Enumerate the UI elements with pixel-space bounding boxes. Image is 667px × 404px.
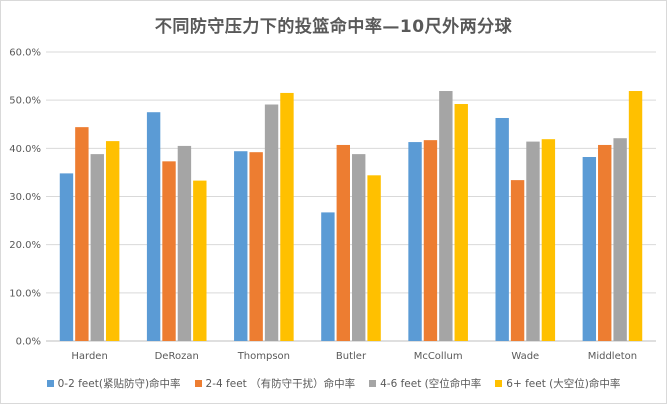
- y-tick-label: 50.0%: [9, 96, 41, 107]
- bar-thompson-series-4: [280, 92, 294, 341]
- bar-derozan-series-2: [162, 161, 176, 341]
- legend-item: 0-2 feet(紧贴防守)命中率: [46, 376, 181, 391]
- bar-derozan-series-1: [146, 112, 161, 341]
- bar-thompson-series-1: [234, 151, 248, 341]
- bar-wade-series-2: [510, 180, 525, 341]
- bar-middleton-series-4: [628, 91, 643, 341]
- legend-item: 4-6 feet (空位命中率: [369, 376, 481, 391]
- y-tick-label: 0.0%: [16, 337, 41, 348]
- legend-swatch: [369, 380, 377, 387]
- legend-label: 6+ feet (大空位)命中率: [506, 378, 621, 390]
- bar-harden-series-1: [59, 173, 74, 341]
- y-tick-label: 20.0%: [9, 240, 41, 251]
- bar-butler-series-4: [367, 175, 381, 341]
- y-tick-label: 40.0%: [9, 144, 41, 155]
- bar-derozan-series-4: [193, 180, 207, 341]
- bar-harden-series-2: [75, 127, 89, 341]
- bar-butler-series-2: [336, 144, 350, 341]
- bar-wade-series-3: [526, 141, 540, 341]
- bar-derozan-series-3: [177, 145, 192, 341]
- bar-butler-series-1: [321, 212, 335, 341]
- bar-harden-series-3: [90, 154, 104, 341]
- chart-title: 不同防守压力下的投篮命中率—10尺外两分球: [154, 17, 513, 37]
- bar-mccollum-series-2: [423, 140, 438, 341]
- legend-item: 6+ feet (大空位)命中率: [495, 376, 620, 391]
- legend-label: 4-6 feet (空位命中率: [380, 378, 482, 390]
- y-tick-label: 60.0%: [9, 48, 41, 59]
- bar-thompson-series-3: [264, 104, 279, 341]
- bar-mccollum-series-4: [454, 104, 468, 342]
- legend-item: 2-4 feet （有防守干扰）命中率: [194, 376, 356, 391]
- x-tick-label: Wade: [511, 351, 539, 362]
- bar-middleton-series-2: [598, 144, 612, 341]
- y-tick-label: 10.0%: [9, 288, 41, 299]
- legend-swatch: [495, 380, 503, 387]
- legend-swatch: [46, 380, 54, 387]
- bar-middleton-series-3: [613, 138, 627, 341]
- legend-label: 0-2 feet(紧贴防守)命中率: [57, 378, 181, 390]
- x-tick-label: DeRozan: [155, 351, 199, 362]
- bar-butler-series-3: [352, 154, 366, 341]
- legend-swatch: [194, 380, 202, 387]
- y-tick-label: 30.0%: [9, 192, 41, 203]
- x-tick-label: Middleton: [588, 351, 637, 362]
- bar-wade-series-4: [541, 139, 556, 341]
- chart-legend: 0-2 feet(紧贴防守)命中率 2-4 feet （有防守干扰）命中率 4-6 …: [0, 376, 667, 391]
- bar-harden-series-4: [105, 141, 120, 341]
- bar-middleton-series-1: [582, 157, 597, 341]
- bar-mccollum-series-1: [408, 142, 422, 341]
- x-tick-label: Thompson: [237, 351, 290, 362]
- bar-wade-series-1: [495, 117, 509, 341]
- x-tick-label: McCollum: [414, 351, 463, 362]
- bar-mccollum-series-3: [439, 91, 453, 341]
- bar-thompson-series-2: [249, 152, 263, 341]
- x-tick-label: Butler: [336, 351, 367, 362]
- legend-label: 2-4 feet （有防守干扰）命中率: [205, 378, 356, 390]
- x-tick-label: Harden: [71, 351, 107, 362]
